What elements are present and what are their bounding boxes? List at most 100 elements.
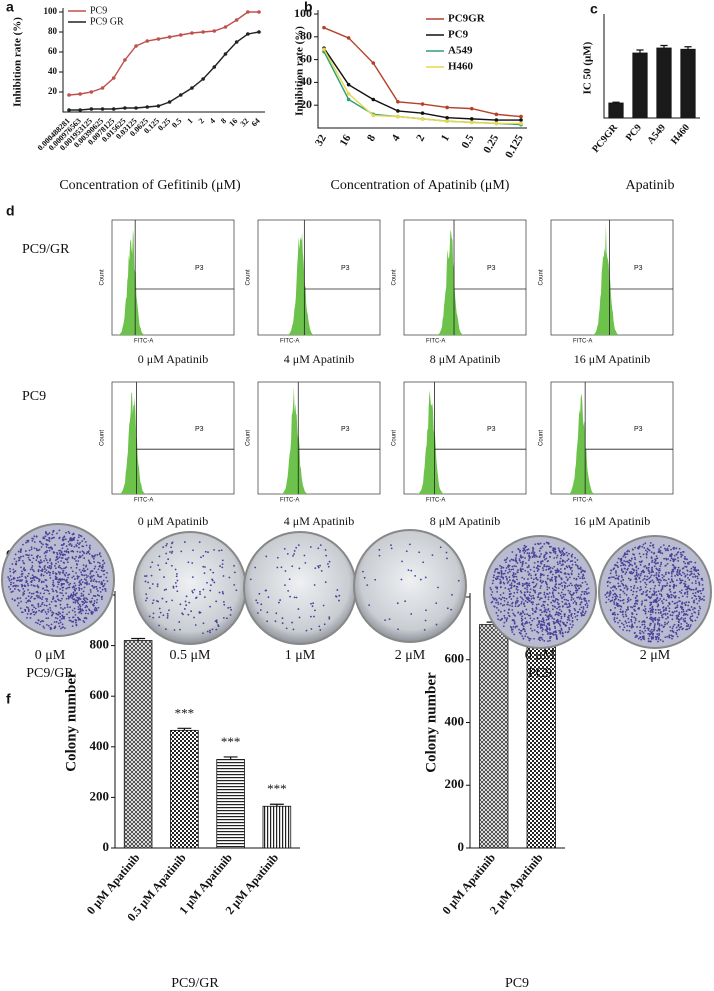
colony (608, 595, 610, 597)
colony (88, 546, 91, 549)
point (445, 119, 449, 123)
colony (75, 572, 78, 574)
colony (651, 566, 654, 569)
colony (685, 622, 688, 625)
colony (688, 578, 691, 581)
colony (83, 574, 86, 577)
colony (46, 585, 49, 588)
colony (225, 617, 228, 620)
colony (163, 576, 165, 578)
colony (630, 589, 633, 592)
colony (675, 553, 678, 556)
gate (303, 220, 380, 335)
colony (679, 569, 681, 572)
colony (655, 601, 658, 604)
x-axis-label: FITC-A (280, 498, 299, 504)
colony (666, 593, 669, 596)
colony (506, 578, 508, 581)
colony (562, 593, 565, 596)
colony (517, 605, 519, 608)
colony (209, 629, 211, 632)
x-axis-label: FITC-A (573, 498, 592, 504)
bar (656, 47, 672, 119)
colony (162, 546, 165, 549)
colony (529, 617, 532, 620)
colony (506, 582, 509, 584)
point (145, 39, 150, 43)
colony (507, 603, 509, 606)
colony (275, 612, 278, 615)
colony (532, 549, 534, 552)
colony (623, 567, 626, 570)
colony (688, 627, 691, 630)
y-axis-label: Count (100, 430, 106, 446)
colony (25, 601, 28, 604)
series-line (69, 31, 260, 111)
colony (249, 578, 252, 581)
point (246, 10, 250, 14)
colony (701, 584, 704, 586)
caption: 16 μM Apatinib (574, 514, 650, 528)
colony (497, 571, 499, 574)
colony (66, 603, 69, 606)
colony (551, 573, 554, 576)
point (123, 106, 127, 110)
colony (612, 568, 615, 571)
colony (561, 585, 564, 587)
colony (674, 595, 677, 598)
colony (536, 617, 539, 620)
colony (689, 574, 691, 577)
colony (684, 555, 686, 558)
colony (534, 574, 537, 577)
colony (221, 559, 224, 562)
colony (547, 568, 550, 571)
colony (521, 565, 523, 568)
colony (543, 610, 545, 613)
colony (523, 552, 526, 554)
colony (65, 578, 68, 581)
colony (527, 566, 530, 568)
colony (627, 597, 630, 599)
colony (102, 559, 105, 562)
colony (529, 614, 531, 617)
colony (49, 558, 52, 561)
colony (639, 626, 642, 629)
colony (619, 608, 622, 611)
colony (58, 552, 61, 555)
colony (31, 537, 33, 540)
colony (16, 597, 19, 600)
caption: 8 μM Apatinib (430, 352, 500, 366)
colony (536, 630, 539, 633)
point (420, 117, 425, 121)
colony (74, 611, 76, 613)
colony (522, 549, 525, 552)
colony (675, 610, 678, 613)
colony (574, 557, 576, 559)
colony (696, 616, 699, 619)
colony (541, 626, 544, 629)
colony (639, 636, 642, 639)
colony (681, 602, 683, 605)
colony (69, 582, 72, 585)
colony (175, 585, 178, 588)
colony (661, 588, 664, 590)
colony (532, 550, 534, 553)
colony (13, 557, 16, 560)
colony (19, 597, 22, 600)
colony (564, 567, 566, 570)
colony (625, 585, 628, 588)
colony (560, 591, 563, 594)
colony (145, 593, 148, 596)
colony (368, 604, 371, 607)
colony (327, 565, 330, 568)
colony (533, 629, 536, 631)
colony (51, 588, 54, 591)
colony (576, 611, 579, 614)
colony (540, 609, 542, 612)
colony (651, 605, 654, 608)
colony (45, 579, 48, 582)
colony (687, 623, 690, 626)
colony (36, 622, 39, 625)
colony (554, 547, 556, 550)
colony (539, 614, 542, 616)
